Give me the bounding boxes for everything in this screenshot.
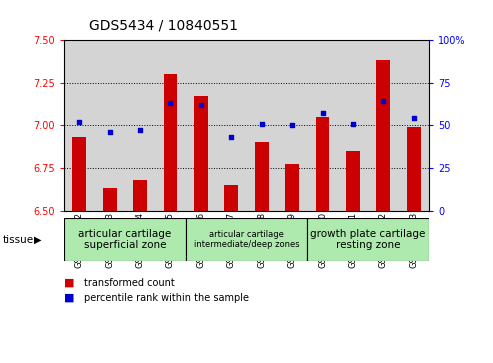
Bar (407, 127, 421, 211)
Bar (155, 40, 186, 211)
Bar (164, 74, 177, 211)
Text: ■: ■ (64, 293, 74, 303)
Bar (194, 96, 208, 211)
Bar (285, 164, 299, 211)
Text: GDS5434 / 10840551: GDS5434 / 10840551 (89, 19, 238, 33)
Bar (224, 185, 238, 211)
Bar (255, 142, 269, 211)
Point (349, 121, 357, 126)
Point (167, 100, 175, 106)
Bar (346, 151, 360, 211)
Point (197, 102, 205, 108)
Point (106, 129, 113, 135)
Text: tissue: tissue (2, 234, 34, 245)
Text: articular cartilage
superficial zone: articular cartilage superficial zone (78, 229, 172, 250)
FancyBboxPatch shape (64, 218, 186, 261)
Point (318, 110, 326, 116)
Point (136, 127, 144, 133)
Bar (338, 40, 368, 211)
Point (288, 122, 296, 128)
Bar (307, 40, 338, 211)
Text: growth plate cartilage
resting zone: growth plate cartilage resting zone (311, 229, 426, 250)
Point (380, 98, 387, 104)
FancyBboxPatch shape (186, 218, 307, 261)
Bar (316, 117, 329, 211)
Bar (186, 40, 216, 211)
FancyBboxPatch shape (307, 218, 429, 261)
Bar (246, 40, 277, 211)
Text: transformed count: transformed count (84, 278, 175, 288)
Bar (398, 40, 429, 211)
Text: ■: ■ (64, 278, 74, 288)
Text: percentile rank within the sample: percentile rank within the sample (84, 293, 249, 303)
Bar (368, 40, 398, 211)
Point (75, 119, 83, 125)
Bar (377, 60, 390, 211)
Bar (95, 40, 125, 211)
Text: articular cartilage
intermediate/deep zones: articular cartilage intermediate/deep zo… (194, 230, 299, 249)
Bar (133, 180, 147, 211)
Point (227, 134, 235, 140)
Bar (64, 40, 95, 211)
Bar (72, 137, 86, 211)
Point (410, 115, 418, 121)
Bar (277, 40, 307, 211)
Bar (216, 40, 246, 211)
Bar (103, 188, 116, 211)
Bar (125, 40, 155, 211)
Point (258, 121, 266, 126)
Text: ▶: ▶ (34, 234, 41, 245)
